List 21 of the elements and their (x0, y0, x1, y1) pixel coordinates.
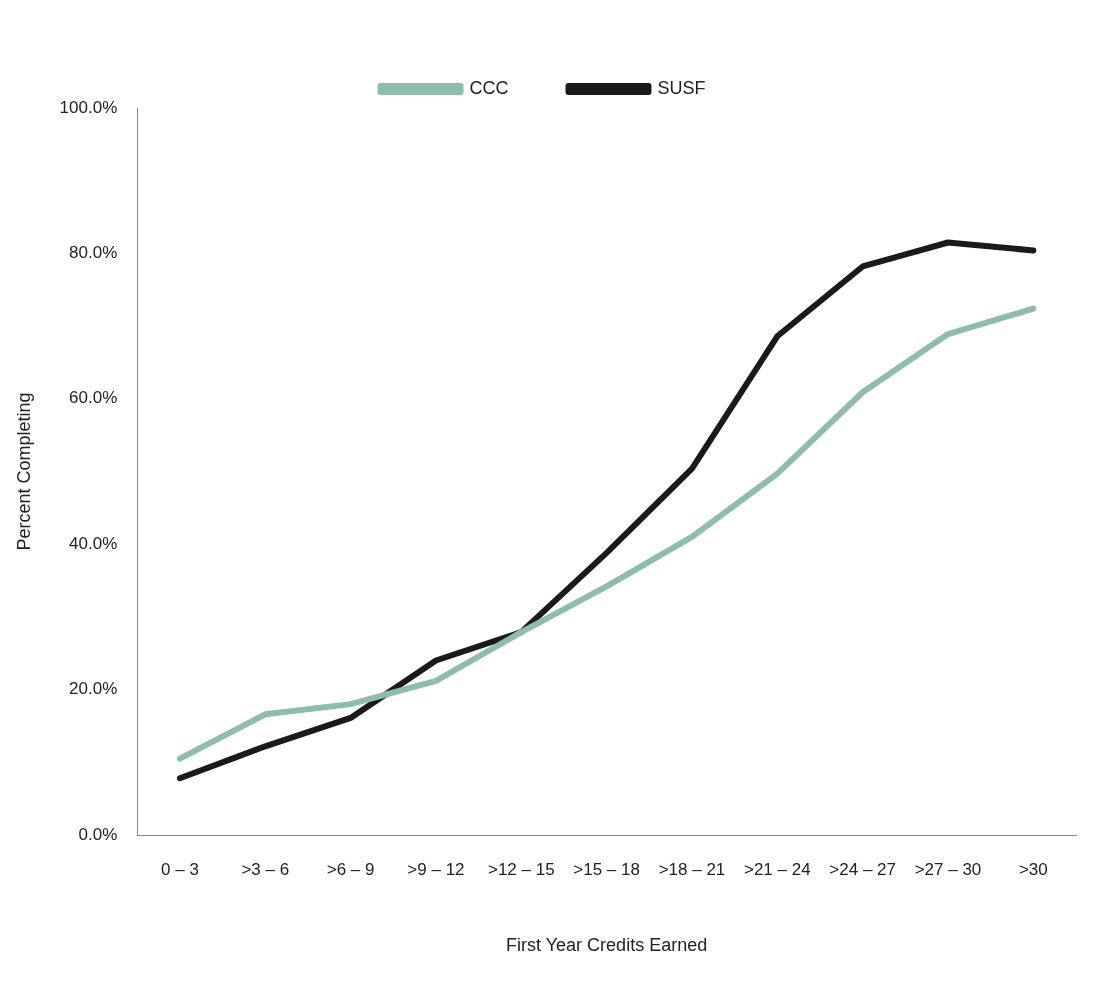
y-tick-label: 40.0% (69, 533, 118, 553)
x-axis-title: First Year Credits Earned (506, 935, 708, 956)
legend-label: SUSF (657, 77, 706, 98)
x-tick-label: >21 – 24 (743, 859, 811, 879)
x-tick-label: >24 – 27 (829, 859, 896, 879)
x-tick-label: >3 – 6 (241, 859, 290, 879)
x-tick-label: >15 – 18 (573, 859, 640, 879)
x-tick-label: >18 – 21 (658, 859, 726, 879)
y-tick-label: 60.0% (69, 388, 118, 408)
y-axis-title: Percent Completing (13, 392, 34, 551)
y-tick-label: 100.0% (59, 97, 118, 117)
x-tick-label: >27 – 30 (914, 859, 982, 879)
legend-label: CCC (469, 77, 509, 98)
y-tick-label: 20.0% (69, 679, 118, 699)
x-tick-label: >9 – 12 (407, 859, 465, 879)
y-tick-label: 80.0% (69, 243, 118, 263)
x-tick-label: >12 – 15 (487, 859, 555, 879)
x-tick-label: >6 – 9 (326, 859, 375, 879)
y-tick-label: 0.0% (78, 824, 118, 844)
x-tick-label: 0 – 3 (161, 859, 199, 879)
x-tick-label: >30 (1018, 859, 1048, 879)
